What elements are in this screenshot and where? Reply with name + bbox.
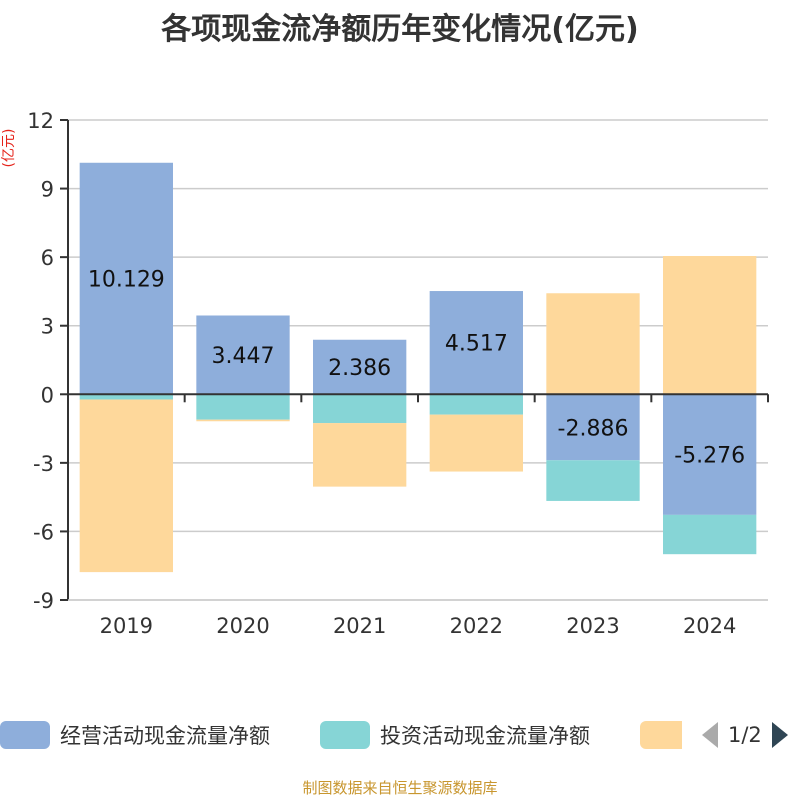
x-tick-label: 2022 xyxy=(450,614,503,638)
x-tick-label: 2019 xyxy=(100,614,153,638)
y-tick-label: -9 xyxy=(33,589,54,613)
legend-item-third[interactable] xyxy=(640,718,682,752)
data-source-footer: 制图数据来自恒生聚源数据库 xyxy=(302,779,498,797)
bar-series3-2020 xyxy=(196,419,290,422)
legend-item-investing[interactable]: 投资活动现金流量净额 xyxy=(320,718,590,752)
x-tick-label: 2021 xyxy=(333,614,386,638)
bar-series2-2020 xyxy=(196,394,290,420)
y-tick-label: 6 xyxy=(41,246,54,270)
y-tick-label: -6 xyxy=(33,520,54,544)
legend-swatch xyxy=(0,721,50,749)
data-label: 3.447 xyxy=(212,344,275,369)
bar-series1-2022 xyxy=(429,291,523,395)
chart-title: 各项现金流净额历年变化情况(亿元) xyxy=(161,12,639,47)
bar-series3-2024 xyxy=(663,256,757,395)
legend-label: 投资活动现金流量净额 xyxy=(380,724,590,748)
data-label: 4.517 xyxy=(445,332,508,357)
bar-series1-2021 xyxy=(313,339,407,395)
data-label: -2.886 xyxy=(558,416,629,441)
triangle-right-icon[interactable] xyxy=(770,720,790,750)
bar-series1-2024 xyxy=(663,394,757,515)
bar-series2-2023 xyxy=(546,460,640,501)
data-label: -5.276 xyxy=(674,444,745,469)
legend-label: 经营活动现金流量净额 xyxy=(60,724,270,748)
y-tick-label: -3 xyxy=(33,452,54,476)
data-label: 10.129 xyxy=(88,268,165,293)
bar-series1-2020 xyxy=(196,315,290,395)
y-tick-label: 12 xyxy=(27,109,54,133)
legend-pager: 1/2 xyxy=(700,718,790,752)
bar-series2-2019 xyxy=(79,394,173,400)
x-tick-label: 2020 xyxy=(216,614,269,638)
chart-plot: 12 9 6 3 0 -3 -6 -9 10.129 3.447 2.386 4.517 -2.886 -… xyxy=(27,109,769,638)
data-label: 2.386 xyxy=(328,356,391,381)
legend-page-indicator: 1/2 xyxy=(728,723,762,747)
bar-series1-2023 xyxy=(546,394,640,461)
legend-swatch xyxy=(640,721,682,749)
bar-series3-2021 xyxy=(313,423,407,487)
legend: 经营活动现金流量净额 投资活动现金流量净额 1/2 xyxy=(0,718,800,752)
y-tick-label: 3 xyxy=(41,315,54,339)
y-tick-label: 0 xyxy=(41,383,54,407)
x-tick-label: 2023 xyxy=(566,614,619,638)
triangle-left-icon[interactable] xyxy=(700,720,720,750)
bar-series3-2019 xyxy=(79,399,173,573)
bar-series3-2023 xyxy=(546,293,640,395)
bar-series2-2021 xyxy=(313,394,407,424)
legend-item-operating[interactable]: 经营活动现金流量净额 xyxy=(0,718,270,752)
y-tick-label: 9 xyxy=(41,178,54,202)
legend-swatch xyxy=(320,721,370,749)
x-tick-label: 2024 xyxy=(683,614,736,638)
bar-series2-2024 xyxy=(663,514,757,555)
bar-series3-2022 xyxy=(429,414,523,472)
bar-series2-2022 xyxy=(429,394,523,415)
bar-series1-2019 xyxy=(79,162,173,395)
